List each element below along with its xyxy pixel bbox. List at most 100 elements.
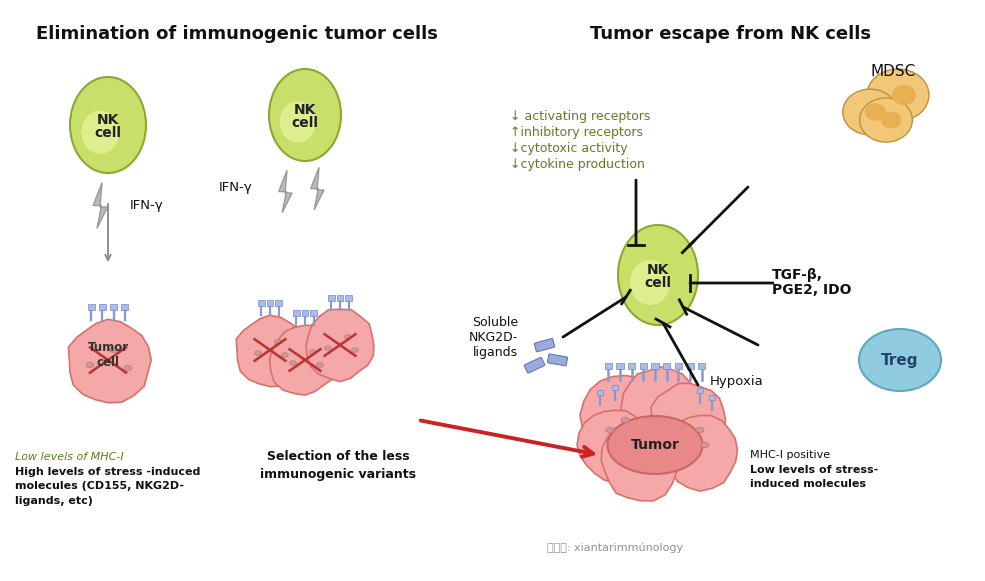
Ellipse shape: [352, 348, 359, 352]
Ellipse shape: [269, 69, 341, 161]
Ellipse shape: [892, 85, 916, 105]
Text: NK: NK: [294, 103, 316, 117]
Polygon shape: [270, 325, 342, 395]
Text: NK: NK: [97, 113, 119, 127]
Ellipse shape: [325, 346, 331, 350]
Text: NK: NK: [647, 263, 669, 277]
Ellipse shape: [630, 260, 670, 305]
FancyBboxPatch shape: [548, 354, 567, 366]
Text: Elimination of immunogenic tumor cells: Elimination of immunogenic tumor cells: [36, 25, 438, 43]
Bar: [337, 295, 343, 300]
Bar: [612, 385, 619, 390]
Text: cell: cell: [95, 126, 121, 140]
Text: ligands: ligands: [473, 346, 518, 359]
Bar: [294, 310, 299, 315]
Bar: [605, 363, 612, 369]
Bar: [110, 304, 117, 310]
Text: PGE2, IDO: PGE2, IDO: [772, 283, 851, 297]
Polygon shape: [622, 367, 697, 444]
Text: Tumor
cell: Tumor cell: [88, 341, 129, 369]
Polygon shape: [94, 182, 107, 228]
Text: IFN-γ: IFN-γ: [130, 199, 164, 211]
Polygon shape: [279, 170, 292, 213]
Bar: [617, 363, 624, 369]
Text: ↓cytokine production: ↓cytokine production: [510, 158, 645, 171]
Ellipse shape: [860, 98, 912, 142]
Text: Low levels of MHC-I: Low levels of MHC-I: [15, 452, 124, 462]
Ellipse shape: [696, 427, 704, 433]
Bar: [267, 300, 273, 306]
Bar: [346, 295, 352, 300]
Ellipse shape: [867, 69, 929, 121]
Text: High levels of stress -induced
molecules (CD155, NKG2D-
ligands, etc): High levels of stress -induced molecules…: [15, 467, 200, 506]
Text: Hypoxia: Hypoxia: [710, 375, 763, 389]
Bar: [99, 304, 105, 310]
Ellipse shape: [275, 340, 282, 345]
Bar: [663, 363, 671, 369]
Bar: [310, 310, 317, 315]
Bar: [328, 295, 335, 300]
Polygon shape: [651, 383, 726, 459]
Ellipse shape: [70, 77, 146, 173]
Bar: [696, 388, 703, 393]
Ellipse shape: [290, 361, 296, 365]
Bar: [639, 363, 647, 369]
Ellipse shape: [82, 110, 119, 154]
Polygon shape: [306, 309, 374, 382]
Text: IFN-γ: IFN-γ: [220, 181, 253, 195]
Text: ↑inhibitory receptors: ↑inhibitory receptors: [510, 126, 643, 139]
Bar: [698, 363, 705, 369]
Polygon shape: [68, 320, 151, 403]
Bar: [597, 390, 603, 396]
Text: MHC-I positive: MHC-I positive: [750, 450, 830, 460]
Text: NKG2D-: NKG2D-: [469, 331, 518, 344]
Ellipse shape: [345, 335, 352, 339]
Ellipse shape: [124, 365, 132, 371]
Text: cell: cell: [292, 116, 318, 130]
FancyBboxPatch shape: [535, 339, 555, 352]
Text: Selection of the less
immunogenic variants: Selection of the less immunogenic varian…: [260, 450, 416, 481]
Ellipse shape: [316, 363, 323, 367]
Polygon shape: [580, 375, 661, 454]
Ellipse shape: [606, 427, 614, 433]
Ellipse shape: [255, 351, 261, 355]
FancyBboxPatch shape: [524, 357, 545, 373]
Bar: [628, 363, 635, 369]
Bar: [687, 363, 693, 369]
Text: cell: cell: [644, 276, 672, 290]
Polygon shape: [310, 167, 324, 210]
Polygon shape: [666, 415, 738, 491]
Ellipse shape: [109, 347, 117, 353]
Bar: [121, 304, 128, 310]
Ellipse shape: [865, 103, 886, 121]
Bar: [675, 363, 682, 369]
Text: Low levels of stress-
induced molecules: Low levels of stress- induced molecules: [750, 465, 879, 489]
Text: ↓cytotoxic activity: ↓cytotoxic activity: [510, 142, 627, 155]
Ellipse shape: [859, 329, 941, 391]
Text: Tumor escape from NK cells: Tumor escape from NK cells: [589, 25, 871, 43]
Polygon shape: [601, 420, 678, 501]
Polygon shape: [236, 315, 307, 386]
Bar: [709, 395, 715, 400]
Ellipse shape: [881, 112, 901, 128]
Polygon shape: [577, 410, 651, 483]
Text: Tumor: Tumor: [630, 438, 680, 452]
Text: Treg: Treg: [882, 353, 919, 368]
Ellipse shape: [282, 353, 289, 357]
Ellipse shape: [618, 225, 698, 325]
Ellipse shape: [701, 442, 709, 448]
Bar: [301, 310, 308, 315]
Text: 微信号: xiantarimmúnology: 微信号: xiantarimmúnology: [547, 543, 683, 553]
Text: ↓ activating receptors: ↓ activating receptors: [510, 110, 650, 123]
Ellipse shape: [86, 363, 94, 368]
Text: TGF-β,: TGF-β,: [772, 268, 823, 282]
Bar: [651, 363, 659, 369]
Ellipse shape: [843, 89, 897, 135]
Bar: [88, 304, 95, 310]
Ellipse shape: [309, 350, 316, 354]
Bar: [258, 300, 265, 306]
Ellipse shape: [621, 417, 629, 423]
Text: Soluble: Soluble: [472, 316, 518, 329]
Ellipse shape: [608, 416, 702, 474]
Text: MDSC: MDSC: [871, 64, 916, 80]
